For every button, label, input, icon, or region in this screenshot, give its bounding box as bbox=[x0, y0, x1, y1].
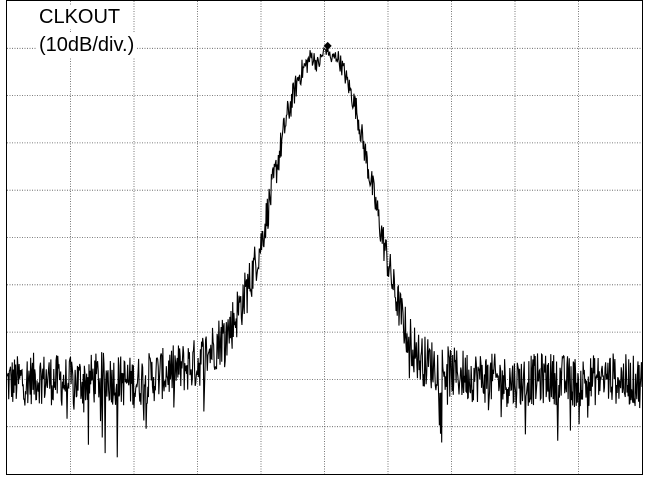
chart-title: CLKOUT bbox=[37, 5, 124, 29]
chart-subtitle: (10dB/div.) bbox=[37, 33, 138, 57]
peak-marker bbox=[323, 41, 332, 50]
plot-area bbox=[6, 0, 643, 475]
spectrum-trace bbox=[7, 46, 642, 458]
spectrum-plot bbox=[7, 1, 642, 474]
